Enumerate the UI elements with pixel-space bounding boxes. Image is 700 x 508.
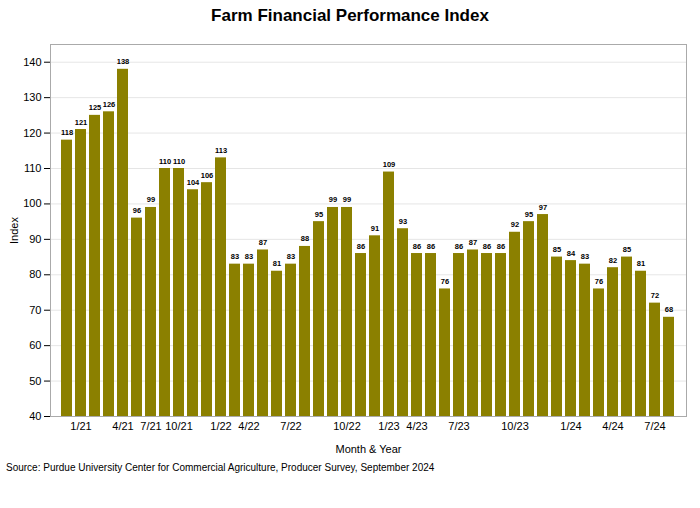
html-text:Source: Purdue University Cent: Source: Purdue University Center for Com… <box>6 462 435 473</box>
svg-text:80: 80 <box>29 268 41 280</box>
svg-text:138: 138 <box>117 57 130 66</box>
svg-text:4/22: 4/22 <box>238 420 259 432</box>
svg-text:86: 86 <box>357 242 365 251</box>
svg-text:1/23: 1/23 <box>378 420 399 432</box>
svg-text:60: 60 <box>29 339 41 351</box>
svg-text:81: 81 <box>637 259 645 268</box>
svg-text:95: 95 <box>525 210 533 219</box>
svg-text:83: 83 <box>245 252 253 261</box>
svg-text:88: 88 <box>301 234 309 243</box>
svg-text:106: 106 <box>201 171 214 180</box>
svg-text:99: 99 <box>343 195 351 204</box>
svg-text:110: 110 <box>173 157 185 166</box>
svg-text:87: 87 <box>259 238 267 247</box>
svg-text:91: 91 <box>371 224 379 233</box>
svg-text:109: 109 <box>383 160 396 169</box>
svg-text:100: 100 <box>23 197 41 209</box>
svg-text:10/23: 10/23 <box>501 420 529 432</box>
svg-text:93: 93 <box>399 217 407 226</box>
svg-text:86: 86 <box>483 242 491 251</box>
svg-text:Index: Index <box>8 217 20 244</box>
svg-text:1/22: 1/22 <box>210 420 231 432</box>
svg-text:83: 83 <box>581 252 589 261</box>
html-text:Farm Financial Performance Ind: Farm Financial Performance Index <box>211 6 489 25</box>
svg-text:76: 76 <box>595 277 603 286</box>
svg-text:76: 76 <box>441 277 449 286</box>
svg-text:87: 87 <box>469 238 477 247</box>
svg-text:86: 86 <box>455 242 463 251</box>
svg-text:50: 50 <box>29 375 41 387</box>
svg-text:97: 97 <box>539 203 547 212</box>
svg-text:83: 83 <box>287 252 295 261</box>
svg-text:4/23: 4/23 <box>406 420 427 432</box>
svg-text:130: 130 <box>23 91 41 103</box>
svg-text:84: 84 <box>567 249 576 258</box>
svg-text:70: 70 <box>29 304 41 316</box>
svg-text:1/21: 1/21 <box>70 420 91 432</box>
svg-text:92: 92 <box>511 220 519 229</box>
svg-text:7/24: 7/24 <box>644 420 665 432</box>
svg-text:99: 99 <box>147 195 155 204</box>
svg-text:72: 72 <box>651 291 659 300</box>
svg-text:81: 81 <box>273 259 281 268</box>
svg-text:104: 104 <box>187 178 200 187</box>
svg-text:4/24: 4/24 <box>602 420 623 432</box>
svg-text:120: 120 <box>23 127 41 139</box>
svg-text:110: 110 <box>159 157 171 166</box>
svg-text:Month & Year: Month & Year <box>335 443 401 455</box>
svg-text:140: 140 <box>23 56 41 68</box>
svg-text:121: 121 <box>75 118 88 127</box>
svg-text:7/23: 7/23 <box>448 420 469 432</box>
svg-text:7/22: 7/22 <box>280 420 301 432</box>
svg-text:99: 99 <box>329 195 337 204</box>
svg-text:10/22: 10/22 <box>333 420 361 432</box>
svg-text:90: 90 <box>29 233 41 245</box>
svg-text:86: 86 <box>497 242 505 251</box>
svg-text:85: 85 <box>553 245 561 254</box>
svg-text:86: 86 <box>413 242 421 251</box>
svg-text:4/21: 4/21 <box>112 420 133 432</box>
svg-text:1/24: 1/24 <box>560 420 581 432</box>
svg-text:7/21: 7/21 <box>140 420 161 432</box>
svg-text:118: 118 <box>61 128 73 137</box>
svg-text:10/21: 10/21 <box>165 420 193 432</box>
svg-text:126: 126 <box>103 100 116 109</box>
svg-text:68: 68 <box>665 305 673 314</box>
svg-text:86: 86 <box>427 242 435 251</box>
svg-text:82: 82 <box>609 256 617 265</box>
svg-text:40: 40 <box>29 410 41 422</box>
svg-text:113: 113 <box>215 146 227 155</box>
svg-text:83: 83 <box>231 252 239 261</box>
svg-text:110: 110 <box>24 162 42 174</box>
svg-text:95: 95 <box>315 210 323 219</box>
svg-text:96: 96 <box>133 206 141 215</box>
svg-text:85: 85 <box>623 245 631 254</box>
svg-text:125: 125 <box>89 103 102 112</box>
